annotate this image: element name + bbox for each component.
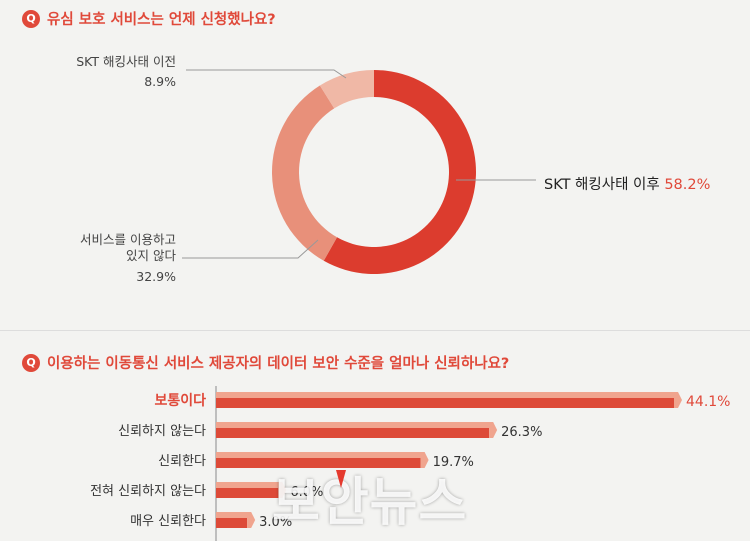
bar-top-0 [216, 392, 678, 398]
watermark-accent-icon [336, 470, 346, 488]
bar-value-4: 3.0% [259, 515, 292, 530]
donut-value-1: 32.9% [136, 269, 176, 284]
bar-cap-0 [674, 392, 682, 408]
bar-2 [216, 458, 421, 468]
bar-3 [216, 488, 279, 498]
donut-value-2: 8.9% [144, 74, 176, 89]
leader-line-1 [182, 239, 319, 259]
bar-0 [216, 398, 674, 408]
leader-line-2 [186, 69, 347, 79]
donut-label-2: SKT 해킹사태 이전 [76, 54, 176, 69]
question-1-text: 유심 보호 서비스는 언제 신청했나요? [47, 12, 276, 28]
bar-category-0: 보통이다 [154, 392, 206, 409]
donut-slice-0 [323, 70, 476, 274]
bar-4 [216, 518, 248, 528]
bar-1 [216, 428, 490, 438]
bar-value-1: 26.3% [501, 425, 542, 440]
bar-top-1 [216, 422, 494, 428]
bar-cap-2 [420, 452, 429, 468]
bar-value-0: 44.1% [686, 394, 730, 410]
bar-top-4 [216, 512, 252, 518]
bar-category-1: 신뢰하지 않는다 [118, 424, 206, 439]
bar-cap-3 [278, 482, 287, 498]
question-2-text: 이용하는 이동통신 서비스 제공자의 데이터 보안 수준을 얼마나 신뢰하나요? [47, 356, 510, 372]
bar-value-2: 19.7% [433, 455, 474, 470]
donut-label-1-line-0: 서비스를 이용하고 [80, 232, 176, 247]
bar-value-3: 6.0% [290, 485, 323, 500]
question-1-title: Q 유심 보호 서비스는 언제 신청했나요? [22, 8, 276, 29]
donut-label-1-line-1: 있지 않다 [126, 248, 176, 263]
donut-value-0: 58.2% [664, 177, 710, 193]
bar-category-3: 전혀 신뢰하지 않는다 [90, 484, 206, 499]
section-divider [0, 330, 750, 331]
bar-cap-4 [247, 512, 256, 528]
bar-cap-1 [489, 422, 498, 438]
question-2-title: Q 이용하는 이동통신 서비스 제공자의 데이터 보안 수준을 얼마나 신뢰하나… [22, 352, 509, 373]
donut-slice-1 [272, 85, 338, 261]
bar-category-4: 매우 신뢰한다 [130, 514, 206, 529]
bar-top-3 [216, 482, 283, 488]
donut-slice-2 [319, 70, 374, 109]
watermark-logo: 보안뉴스 [272, 473, 468, 533]
question-badge: Q [22, 353, 40, 372]
bar-top-2 [216, 452, 425, 458]
bar-category-2: 신뢰한다 [158, 454, 206, 469]
question-badge: Q [22, 9, 40, 28]
donut-label-0: SKT 해킹사태 이후 58.2% [544, 176, 710, 193]
